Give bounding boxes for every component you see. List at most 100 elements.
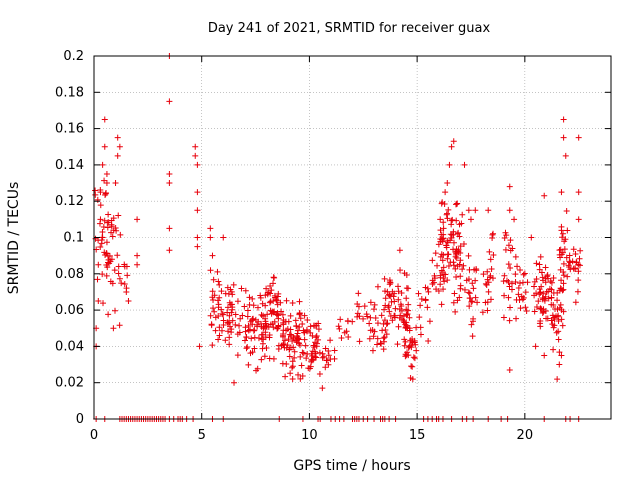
- data-point: [485, 288, 492, 295]
- data-point: [207, 267, 214, 274]
- data-point: [308, 350, 315, 357]
- data-point: [216, 294, 223, 301]
- data-point: [517, 305, 524, 312]
- data-point: [461, 161, 468, 168]
- data-point: [313, 332, 320, 339]
- data-point: [291, 348, 298, 355]
- data-point: [521, 270, 528, 277]
- data-point: [400, 313, 407, 320]
- data-point: [386, 278, 393, 285]
- data-point: [505, 261, 512, 268]
- data-point: [556, 361, 563, 368]
- data-point: [248, 335, 255, 342]
- data-point: [382, 327, 389, 334]
- data-point: [209, 288, 216, 295]
- data-point: [465, 252, 472, 259]
- data-point: [511, 216, 518, 223]
- data-point: [415, 290, 422, 297]
- data-point: [192, 152, 199, 159]
- data-point: [259, 345, 266, 352]
- data-point: [515, 291, 522, 298]
- data-point: [263, 285, 270, 292]
- data-point: [134, 216, 141, 223]
- data-point: [292, 317, 299, 324]
- data-point: [455, 246, 462, 253]
- data-point: [273, 297, 280, 304]
- data-point: [502, 229, 509, 236]
- data-point: [299, 372, 306, 379]
- data-point: [558, 227, 565, 234]
- data-point: [409, 376, 416, 383]
- data-point: [395, 296, 402, 303]
- data-point: [268, 287, 275, 294]
- y-tick-label: 0.18: [55, 85, 84, 100]
- data-point: [100, 224, 107, 231]
- data-point: [489, 235, 496, 242]
- data-point: [215, 312, 222, 319]
- data-point: [454, 200, 461, 207]
- data-point: [115, 212, 122, 219]
- data-point: [500, 278, 507, 285]
- data-point: [490, 252, 497, 259]
- data-point: [226, 341, 233, 348]
- data-point: [485, 207, 492, 214]
- data-point: [484, 268, 491, 275]
- data-point: [513, 315, 520, 322]
- data-point: [547, 278, 554, 285]
- data-point: [255, 318, 262, 325]
- data-point: [444, 251, 451, 258]
- data-point: [232, 321, 239, 328]
- data-point: [308, 358, 315, 365]
- data-point: [270, 309, 277, 316]
- data-point: [541, 192, 548, 199]
- data-point: [259, 313, 266, 320]
- data-point: [563, 208, 570, 215]
- data-point: [283, 297, 290, 304]
- data-point: [469, 318, 476, 325]
- data-point: [440, 219, 447, 226]
- data-point: [214, 297, 221, 304]
- data-point: [395, 283, 402, 290]
- data-point: [307, 323, 314, 330]
- data-point: [286, 346, 293, 353]
- data-point: [444, 277, 451, 284]
- data-point: [356, 338, 363, 345]
- data-point: [560, 134, 567, 141]
- data-point: [194, 207, 201, 214]
- data-point: [325, 361, 332, 368]
- data-point: [537, 305, 544, 312]
- data-point: [109, 280, 116, 287]
- data-point: [554, 297, 561, 304]
- data-point: [364, 313, 371, 320]
- data-point: [246, 294, 253, 301]
- data-point: [484, 307, 491, 314]
- data-point: [443, 242, 450, 249]
- data-point: [304, 316, 311, 323]
- data-point: [389, 317, 396, 324]
- data-point: [226, 319, 233, 326]
- data-point: [266, 299, 273, 306]
- data-point: [196, 343, 203, 350]
- data-point: [454, 297, 461, 304]
- data-point: [576, 255, 583, 262]
- x-tick-label: 20: [517, 428, 534, 443]
- data-point: [166, 247, 173, 254]
- data-point: [367, 314, 374, 321]
- data-point: [123, 288, 130, 295]
- data-point: [468, 321, 475, 328]
- data-point: [209, 342, 216, 349]
- data-point: [366, 320, 373, 327]
- data-point: [286, 353, 293, 360]
- y-tick-label: 0.12: [55, 194, 84, 209]
- data-point: [542, 293, 549, 300]
- data-point: [558, 306, 565, 313]
- data-point: [550, 302, 557, 309]
- data-point: [99, 234, 106, 241]
- data-point: [311, 348, 318, 355]
- data-point: [440, 231, 447, 238]
- data-point: [554, 376, 561, 383]
- data-point: [432, 250, 439, 257]
- data-point: [403, 285, 410, 292]
- data-point: [101, 143, 108, 150]
- data-point: [102, 251, 109, 258]
